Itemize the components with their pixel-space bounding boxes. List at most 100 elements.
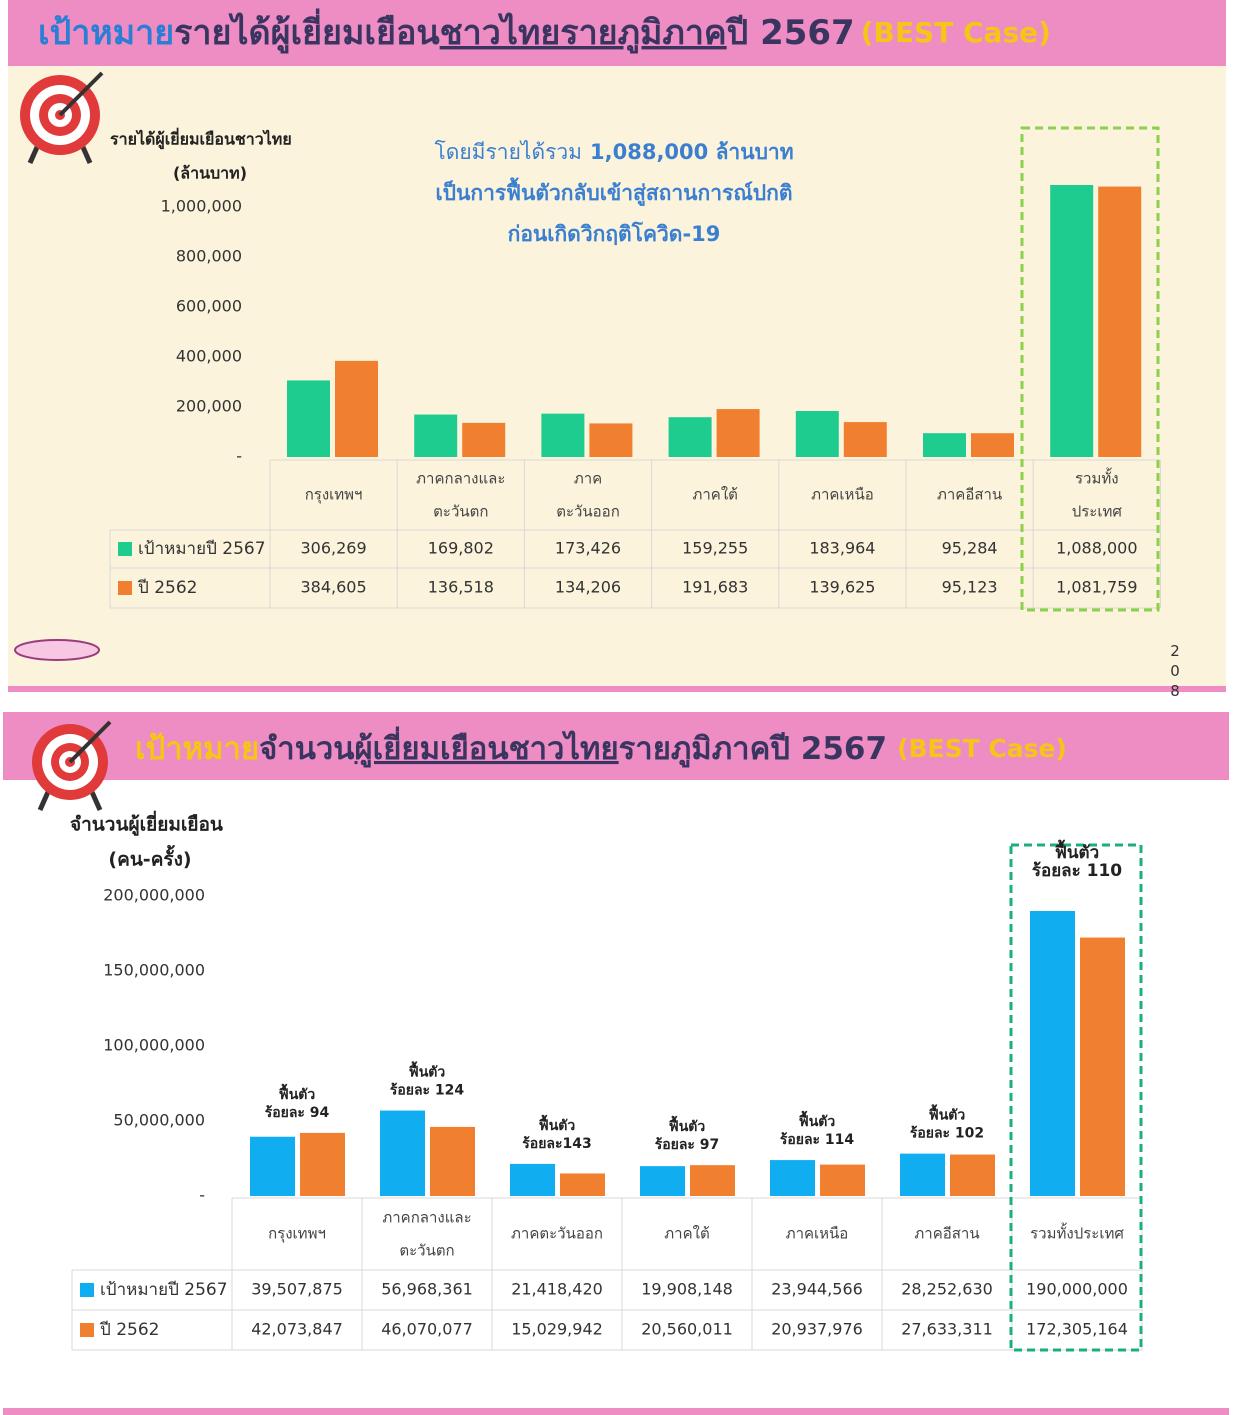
annotation: โดยมีรายได้รวม 1,088,000 ล้านบาท <box>434 140 793 164</box>
bar <box>1030 911 1075 1196</box>
x-tick-label: กรุงเทพฯ <box>268 1225 326 1244</box>
target-icon <box>20 59 116 165</box>
bar <box>589 423 633 457</box>
data-label: 183,964 <box>809 539 875 558</box>
recovery-label: ร้อยละ 110 <box>1032 861 1122 881</box>
bar <box>1080 937 1125 1196</box>
target-icon <box>32 708 124 812</box>
bar <box>462 422 506 457</box>
x-tick-label: รวมทั้งประเทศ <box>1072 467 1123 520</box>
recovery-label: ร้อยละ 124 <box>390 1083 465 1099</box>
legend-swatch <box>118 581 132 595</box>
x-tick-label: กรุงเทพฯ <box>305 486 363 505</box>
legend-swatch <box>80 1283 94 1297</box>
bar <box>250 1136 295 1196</box>
legend-swatch <box>118 542 132 556</box>
data-label: 27,633,311 <box>901 1320 993 1339</box>
data-label: 15,029,942 <box>511 1320 603 1339</box>
annotation-part: ก่อนเกิดวิกฤติโควิด-19 <box>508 221 721 246</box>
recovery-label: ร้อยละ143 <box>522 1136 591 1152</box>
legend-label: ปี 2562 <box>137 578 197 598</box>
logo <box>14 639 100 661</box>
bar <box>560 1173 605 1196</box>
data-label: 1,081,759 <box>1056 578 1137 597</box>
title-part: จำนวน <box>259 731 354 767</box>
x-tick-label: ภาคใต้ <box>664 1225 709 1243</box>
bar <box>690 1165 735 1196</box>
highlight-box <box>1009 843 1143 1352</box>
data-label: 139,625 <box>809 578 875 597</box>
x-tick-label: ภาคกลางและตะวันตก <box>382 1208 471 1259</box>
recovery-label: ร้อยละ 114 <box>780 1132 855 1148</box>
x-tick-label: ภาคเหนือ <box>811 486 874 504</box>
recovery-label: ร้อยละ 102 <box>910 1126 984 1142</box>
bar <box>971 433 1014 457</box>
bar <box>716 409 760 457</box>
footer-band <box>3 1408 1229 1415</box>
y-axis-label: (ล้านบาท) <box>173 164 247 183</box>
recovery-label: ฟื้นตัว <box>1055 839 1099 863</box>
legend-label: เป้าหมายปี 2567 <box>100 1280 228 1300</box>
data-label: 95,123 <box>942 578 998 597</box>
x-tick-label: ภาคเหนือ <box>786 1225 849 1243</box>
y-tick-label: 400,000 <box>176 347 242 366</box>
bar <box>414 414 458 457</box>
bar <box>335 360 378 457</box>
subtitle: (BEST Case) <box>861 16 1051 49</box>
page-number: 208 <box>1166 642 1184 702</box>
x-tick-label: รวมทั้งประเทศ <box>1030 1223 1124 1243</box>
data-label: 42,073,847 <box>251 1320 343 1339</box>
bar <box>430 1126 475 1196</box>
y-tick-label: 150,000,000 <box>103 961 205 980</box>
chart-title: เป้าหมายจำนวนผู้เยี่ยมเยือนชาวไทยรายภูมิ… <box>135 726 1067 768</box>
x-tick-label: ภาคอีสาน <box>937 486 1002 504</box>
bar <box>668 417 712 457</box>
data-label: 23,944,566 <box>771 1280 863 1299</box>
title-part: ปี 2567 <box>725 13 855 53</box>
data-label: 384,605 <box>301 578 367 597</box>
bar <box>541 413 585 457</box>
data-label: 20,560,011 <box>641 1320 733 1339</box>
recovery-label: ฟื้นตัว <box>669 1115 706 1135</box>
bar <box>795 411 839 457</box>
bar <box>1050 185 1094 457</box>
recovery-label: ฟื้นตัว <box>539 1114 576 1134</box>
y-tick-label: 200,000,000 <box>103 886 205 905</box>
title-part: รายภูมิภาคปี 2567 <box>619 731 887 768</box>
footer-band <box>8 686 1226 692</box>
legend-label: ปี 2562 <box>99 1320 159 1340</box>
annotation: ก่อนเกิดวิกฤติโควิด-19 <box>508 221 721 246</box>
y-axis-label: จำนวนผู้เยี่ยมเยือน <box>70 811 223 837</box>
y-tick-label: 800,000 <box>176 247 242 266</box>
y-tick-label: - <box>236 447 242 466</box>
data-label: 134,206 <box>555 578 621 597</box>
bar <box>380 1110 425 1196</box>
data-label: 191,683 <box>682 578 748 597</box>
title-part: ผู้เยี่ยมเยือนชาวไทย <box>355 726 619 768</box>
legend-swatch <box>80 1323 94 1337</box>
title-part: เป้าหมาย <box>135 731 259 767</box>
y-axis-label: (คน-ครั้ง) <box>108 845 191 871</box>
y-axis-label: รายได้ผู้เยี่ยมเยือนชาวไทย <box>110 128 292 151</box>
bar <box>1098 186 1142 458</box>
data-label: 173,426 <box>555 539 621 558</box>
data-label: 21,418,420 <box>511 1280 603 1299</box>
data-label: 39,507,875 <box>251 1280 343 1299</box>
recovery-label: ฟื้นตัว <box>799 1110 836 1130</box>
y-tick-label: 50,000,000 <box>113 1111 205 1130</box>
data-label: 56,968,361 <box>381 1280 473 1299</box>
bar <box>923 433 966 457</box>
bar <box>510 1163 555 1196</box>
y-tick-label: 600,000 <box>176 297 242 316</box>
title-part: รายได้ผู้เยี่ยมเยือน <box>174 8 439 54</box>
y-tick-label: - <box>199 1186 205 1205</box>
data-label: 1,088,000 <box>1056 539 1137 558</box>
data-label: 46,070,077 <box>381 1320 473 1339</box>
data-label: 190,000,000 <box>1026 1280 1128 1299</box>
data-label: 28,252,630 <box>901 1280 993 1299</box>
data-label: 306,269 <box>301 539 367 558</box>
bar <box>300 1132 345 1196</box>
title-part: เป้าหมาย <box>38 13 174 53</box>
data-label: 172,305,164 <box>1026 1320 1128 1339</box>
